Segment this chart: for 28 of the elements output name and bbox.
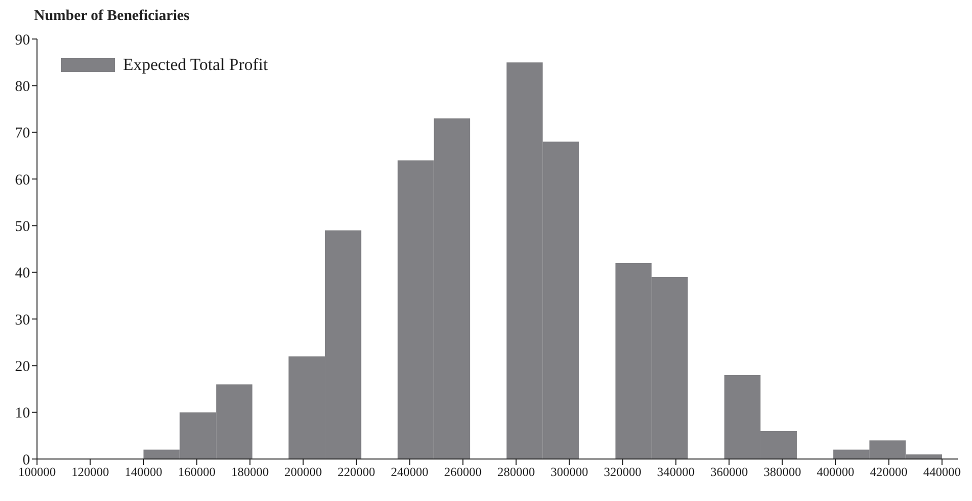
- x-tick-label: 440000: [923, 464, 961, 479]
- x-tick-label: 380000: [764, 464, 802, 479]
- x-tick-label: 320000: [604, 464, 642, 479]
- y-axis-title: Number of Beneficiaries: [34, 8, 191, 25]
- y-tick-label: 20: [15, 358, 30, 375]
- y-tick-label: 60: [15, 172, 30, 188]
- y-tick-label: 10: [15, 406, 30, 422]
- x-tick-label: 240000: [390, 464, 428, 479]
- y-tick-label: 30: [15, 312, 30, 328]
- x-tick-label: 180000: [231, 464, 269, 479]
- y-tick-label: 70: [15, 126, 30, 142]
- x-tick-label: 220000: [338, 464, 376, 479]
- x-tick-label: 120000: [71, 464, 109, 479]
- y-tick-label: 40: [15, 266, 30, 282]
- x-tick-label: 280000: [497, 464, 535, 479]
- legend-label: Expected Total Profit: [123, 55, 268, 75]
- x-tick-label: 300000: [550, 464, 588, 479]
- y-tick-label: 90: [15, 32, 30, 48]
- y-tick-label: 80: [15, 78, 30, 95]
- x-tick-label: 160000: [178, 464, 216, 479]
- y-tick-label: 50: [15, 218, 30, 235]
- x-tick-label: 360000: [710, 464, 748, 479]
- x-tick-label: 420000: [870, 464, 908, 479]
- x-tick-label: 200000: [284, 464, 322, 479]
- x-tick-label: 260000: [444, 464, 482, 479]
- x-tick-label: 400000: [816, 464, 854, 479]
- x-tick-label: 340000: [657, 464, 695, 479]
- x-tick-label: 140000: [124, 464, 162, 479]
